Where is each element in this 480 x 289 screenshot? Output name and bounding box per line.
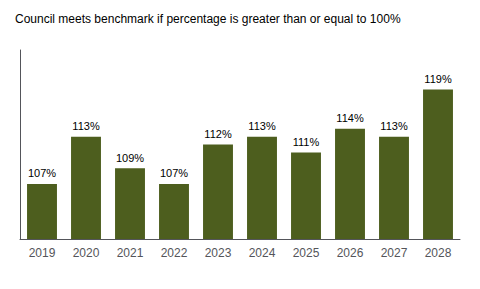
svg-text:2020: 2020 [73, 246, 100, 260]
svg-text:113%: 113% [72, 120, 100, 132]
svg-text:2026: 2026 [337, 246, 364, 260]
svg-text:2024: 2024 [249, 246, 276, 260]
svg-text:112%: 112% [204, 128, 232, 140]
svg-text:2023: 2023 [205, 246, 232, 260]
svg-text:2025: 2025 [293, 246, 320, 260]
svg-text:2021: 2021 [117, 246, 144, 260]
svg-text:107%: 107% [28, 167, 56, 179]
svg-text:Council meets benchmark if per: Council meets benchmark if percentage is… [15, 12, 401, 26]
svg-text:119%: 119% [424, 73, 452, 85]
svg-text:2019: 2019 [29, 246, 56, 260]
svg-text:109%: 109% [116, 152, 144, 164]
svg-text:107%: 107% [160, 167, 188, 179]
svg-text:114%: 114% [336, 112, 364, 124]
svg-text:2027: 2027 [381, 246, 408, 260]
svg-text:111%: 111% [293, 136, 320, 148]
svg-text:2028: 2028 [425, 246, 452, 260]
svg-text:113%: 113% [380, 120, 408, 132]
svg-text:113%: 113% [248, 120, 276, 132]
svg-text:2022: 2022 [161, 246, 188, 260]
